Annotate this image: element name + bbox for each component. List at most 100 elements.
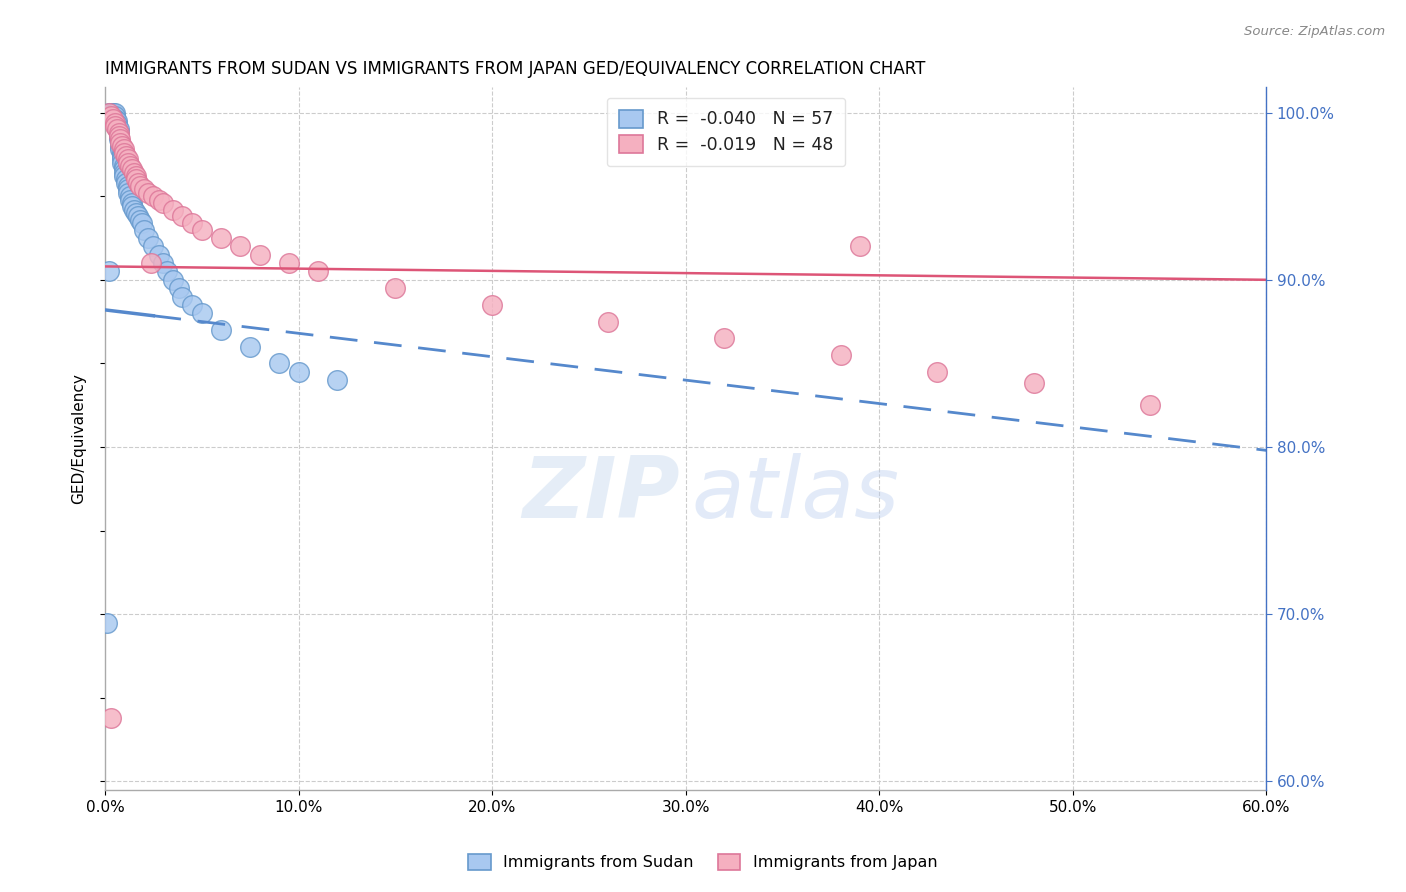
Point	[111, 149, 134, 163]
Point	[104, 112, 127, 127]
Point	[156, 264, 179, 278]
Point	[104, 119, 127, 133]
Point	[110, 136, 132, 150]
Point	[127, 176, 149, 190]
Point	[105, 120, 128, 135]
Legend: Immigrants from Sudan, Immigrants from Japan: Immigrants from Sudan, Immigrants from J…	[463, 847, 943, 877]
Point	[121, 162, 143, 177]
Point	[112, 142, 135, 156]
Point	[830, 348, 852, 362]
Point	[307, 264, 329, 278]
Point	[120, 189, 142, 203]
Point	[97, 105, 120, 120]
Point	[110, 142, 132, 156]
Text: ZIP: ZIP	[522, 453, 681, 536]
Point	[121, 195, 143, 210]
Point	[107, 122, 129, 136]
Point	[148, 248, 170, 262]
Y-axis label: GED/Equivalency: GED/Equivalency	[72, 373, 86, 504]
Point	[277, 256, 299, 270]
Point	[117, 186, 139, 200]
Point	[209, 323, 232, 337]
Point	[107, 126, 129, 140]
Point	[269, 356, 291, 370]
Point	[287, 365, 309, 379]
Point	[107, 128, 129, 143]
Point	[117, 153, 139, 167]
Point	[181, 298, 204, 312]
Point	[239, 340, 262, 354]
Text: atlas: atlas	[692, 453, 900, 536]
Point	[128, 212, 150, 227]
Point	[104, 109, 127, 123]
Point	[181, 216, 204, 230]
Point	[107, 132, 129, 146]
Point	[120, 193, 142, 207]
Legend: R =  -0.040   N = 57, R =  -0.019   N = 48: R = -0.040 N = 57, R = -0.019 N = 48	[606, 97, 845, 166]
Point	[128, 179, 150, 194]
Point	[110, 132, 132, 146]
Point	[849, 239, 872, 253]
Point	[117, 155, 139, 169]
Point	[120, 159, 142, 173]
Point	[142, 239, 165, 253]
Point	[112, 166, 135, 180]
Point	[167, 281, 190, 295]
Point	[112, 169, 135, 183]
Point	[111, 145, 134, 160]
Point	[172, 289, 194, 303]
Point	[148, 193, 170, 207]
Point	[105, 117, 128, 131]
Point	[122, 202, 145, 217]
Point	[481, 298, 503, 312]
Point	[111, 153, 134, 167]
Point	[191, 306, 214, 320]
Point	[96, 615, 118, 630]
Point	[1022, 376, 1045, 391]
Point	[115, 176, 138, 190]
Text: Source: ZipAtlas.com: Source: ZipAtlas.com	[1244, 25, 1385, 38]
Point	[105, 122, 128, 136]
Point	[107, 128, 129, 143]
Point	[132, 222, 155, 236]
Point	[112, 159, 135, 173]
Point	[152, 195, 174, 210]
Point	[117, 179, 139, 194]
Point	[713, 331, 735, 345]
Point	[249, 248, 271, 262]
Point	[110, 139, 132, 153]
Point	[136, 186, 159, 200]
Point	[125, 169, 148, 183]
Point	[152, 256, 174, 270]
Point	[121, 199, 143, 213]
Point	[229, 239, 252, 253]
Point	[117, 182, 139, 196]
Point	[131, 216, 153, 230]
Point	[101, 105, 124, 120]
Point	[97, 105, 120, 120]
Point	[132, 182, 155, 196]
Point	[142, 189, 165, 203]
Point	[598, 315, 620, 329]
Point	[125, 206, 148, 220]
Point	[122, 166, 145, 180]
Point	[101, 112, 124, 127]
Point	[110, 136, 132, 150]
Point	[384, 281, 406, 295]
Point	[115, 172, 138, 186]
Point	[162, 202, 184, 217]
Point	[115, 149, 138, 163]
Point	[105, 114, 128, 128]
Point	[100, 109, 122, 123]
Point	[111, 139, 134, 153]
Point	[127, 209, 149, 223]
Point	[112, 162, 135, 177]
Point	[100, 105, 122, 120]
Point	[326, 373, 349, 387]
Point	[209, 231, 232, 245]
Point	[191, 222, 214, 236]
Point	[100, 711, 122, 725]
Point	[107, 126, 129, 140]
Point	[97, 264, 120, 278]
Point	[101, 109, 124, 123]
